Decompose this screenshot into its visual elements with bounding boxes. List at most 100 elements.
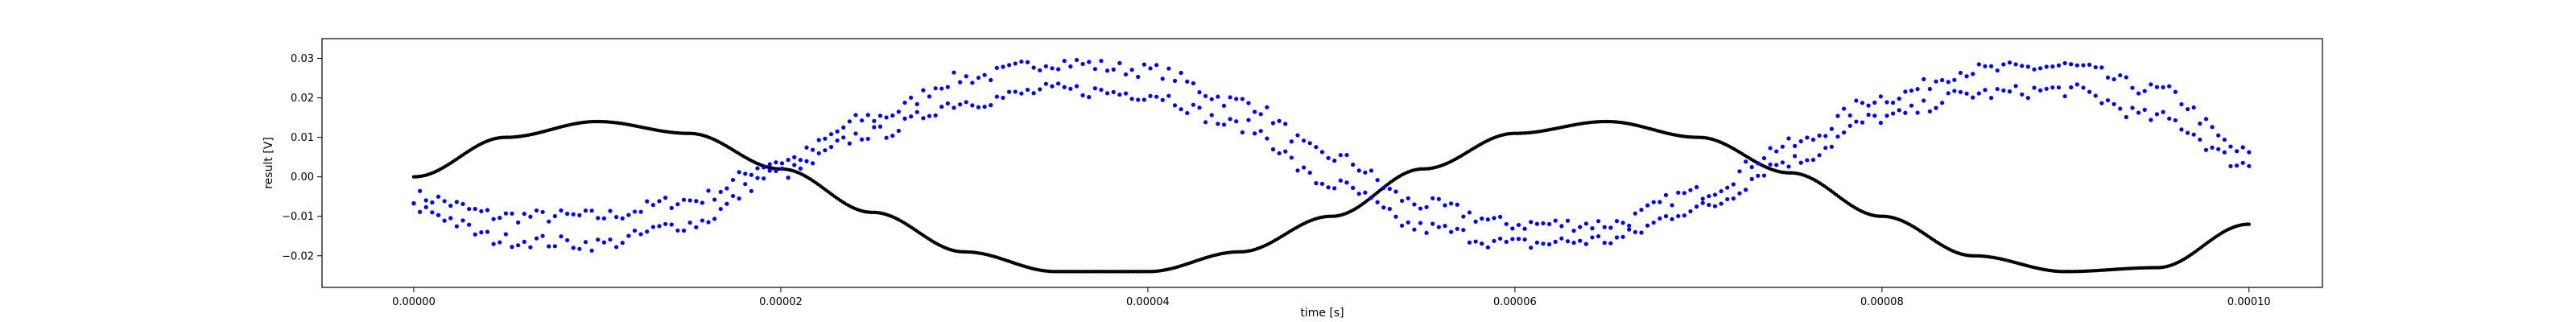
data-point <box>2210 125 2215 130</box>
data-point <box>1756 173 1761 178</box>
data-point <box>1614 235 1620 240</box>
data-point <box>577 246 582 251</box>
data-point <box>638 232 643 237</box>
data-point <box>1571 229 1576 233</box>
data-point <box>1056 67 1061 72</box>
x-axis: 0.00000 0.00002 0.00004 0.00006 0.00008 0.000… <box>392 287 2271 308</box>
data-point <box>1068 64 1073 69</box>
data-point <box>1761 155 1767 161</box>
data-point <box>454 224 459 229</box>
data-point <box>1141 97 1146 102</box>
data-point <box>884 115 889 120</box>
data-point <box>902 100 907 105</box>
data-point <box>620 216 625 221</box>
data-point <box>786 175 791 180</box>
data-point <box>1805 135 1810 140</box>
data-point <box>1179 107 1183 112</box>
data-point <box>1934 105 1938 110</box>
data-point <box>687 220 692 225</box>
data-point <box>1038 68 1042 72</box>
data-point <box>510 211 514 216</box>
data-point <box>1565 218 1571 223</box>
data-point <box>1590 235 1595 240</box>
data-point <box>1841 130 1847 135</box>
data-point <box>663 196 668 200</box>
x-axis-label: time [s] <box>1300 307 1344 320</box>
data-point <box>706 220 711 225</box>
data-point <box>1829 126 1834 131</box>
x-tick-label: 0.00000 <box>392 296 436 308</box>
data-point <box>1670 217 1674 221</box>
data-point <box>1074 84 1080 89</box>
data-point <box>1731 182 1736 187</box>
data-point <box>2074 82 2079 87</box>
data-point <box>1326 185 1331 190</box>
data-point <box>497 216 502 221</box>
data-point <box>418 188 423 193</box>
series-1 <box>411 119 2252 274</box>
series-3 <box>411 81 2252 253</box>
data-point <box>1141 62 1146 67</box>
data-point <box>1185 110 1190 116</box>
data-point <box>1964 91 1969 96</box>
data-point <box>1590 226 1595 231</box>
data-point <box>1578 238 1583 243</box>
data-point <box>565 211 570 217</box>
data-point <box>1025 60 1030 64</box>
data-point <box>614 245 619 250</box>
data-point <box>700 200 704 205</box>
data-point <box>2013 84 2018 89</box>
data-point <box>896 128 901 134</box>
data-point <box>485 208 490 213</box>
data-point <box>774 168 778 174</box>
data-point <box>1774 163 1779 167</box>
data-point <box>2069 62 2074 67</box>
data-point <box>1025 87 1030 93</box>
data-point <box>1878 94 1883 99</box>
data-point <box>2210 145 2215 150</box>
data-point <box>1191 80 1195 86</box>
data-point <box>601 216 606 221</box>
data-point <box>1798 160 1803 165</box>
data-point <box>737 170 741 175</box>
data-point <box>1952 77 1957 82</box>
data-point <box>2020 92 2025 97</box>
data-point <box>1307 141 1312 146</box>
data-point <box>792 155 797 159</box>
data-point <box>1289 139 1294 144</box>
data-point <box>1743 188 1748 192</box>
data-point <box>1510 226 1515 231</box>
data-point <box>945 101 950 106</box>
data-point <box>1663 214 1669 219</box>
y-tick-label: 0.00 <box>291 171 314 184</box>
data-point <box>638 209 643 214</box>
data-point <box>1847 113 1852 118</box>
data-point <box>1534 221 1539 226</box>
data-point <box>1546 221 1552 227</box>
data-point <box>914 101 919 107</box>
data-point <box>994 65 999 70</box>
data-point <box>596 237 601 242</box>
data-point <box>2025 64 2030 69</box>
data-point <box>1946 80 1951 85</box>
data-point <box>1099 88 1104 93</box>
data-point <box>1338 153 1343 158</box>
data-point <box>847 119 852 124</box>
data-point <box>1080 61 1085 67</box>
data-point <box>1688 188 1693 192</box>
data-point <box>1129 97 1134 101</box>
data-point <box>743 182 748 187</box>
data-point <box>841 125 846 130</box>
data-point <box>1277 151 1282 156</box>
data-point <box>1492 216 1496 221</box>
data-point <box>559 208 564 213</box>
data-point <box>1602 241 1607 246</box>
data-point <box>2149 118 2153 122</box>
data-point <box>1731 196 1736 201</box>
data-point <box>755 175 760 180</box>
data-point <box>730 177 736 183</box>
data-point <box>1749 176 1754 181</box>
data-point <box>1780 144 1785 149</box>
data-point <box>798 166 803 171</box>
data-point <box>1216 122 1220 126</box>
